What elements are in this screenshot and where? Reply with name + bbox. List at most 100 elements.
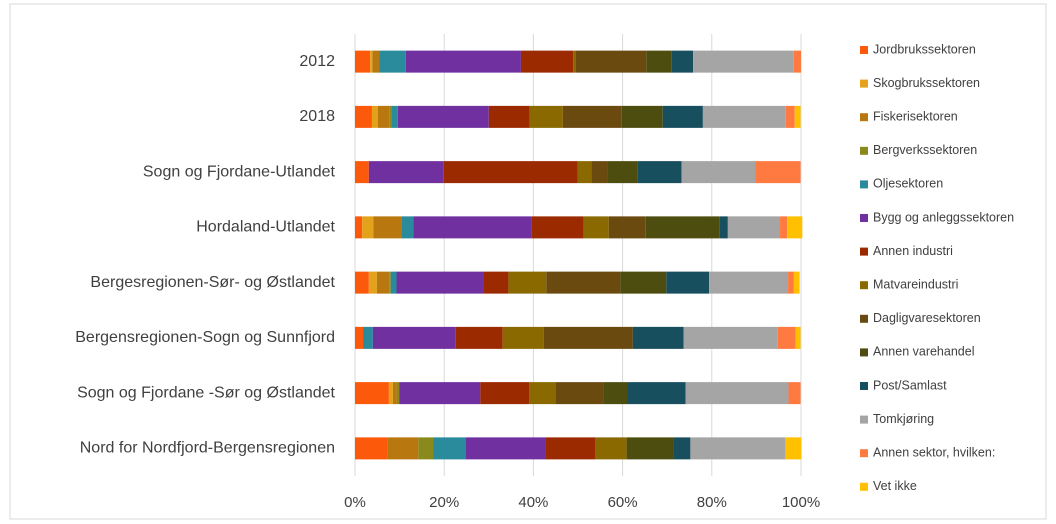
legend-label: Dagligvaresektoren [873, 311, 981, 325]
bar-segment [681, 161, 756, 184]
bar-segment [577, 161, 592, 184]
legend-label: Annen varehandel [873, 345, 974, 359]
y-tick-label: Sogn og Fjordane-Utlandet [143, 163, 336, 180]
bar-segment [389, 105, 392, 128]
bar-segment [645, 216, 720, 239]
bar-segment [575, 50, 647, 73]
legend-swatch [860, 113, 868, 122]
bar-segment [396, 271, 484, 294]
bar-segment [368, 271, 377, 294]
bar-segment [368, 161, 444, 184]
bar-segment [693, 50, 794, 73]
legend-swatch [860, 382, 868, 390]
bar-segment [788, 271, 794, 294]
bar-segment [355, 382, 389, 405]
bar-segment [787, 216, 803, 239]
y-tick-label: Nord for Nordfjord-Bergensregionen [80, 440, 335, 457]
bar-segment [666, 271, 710, 294]
bar-segment [389, 271, 391, 294]
legend-label: Annen sektor, hvilken: [873, 445, 995, 459]
legend-swatch [860, 247, 868, 256]
bar-segment [793, 271, 800, 294]
legend-swatch [860, 482, 868, 491]
bar-segment [371, 105, 378, 128]
bar-segment [465, 437, 546, 460]
bar-segment [777, 326, 796, 349]
bar-segment [555, 382, 604, 405]
legend-swatch [860, 415, 868, 424]
legend-label: Vet ikke [873, 479, 917, 493]
bar-segment [690, 437, 786, 460]
bar-segment [727, 216, 781, 239]
legend-label: Bergverkssektoren [873, 143, 977, 157]
bar-segment [573, 50, 576, 73]
legend-label: Annen industri [873, 244, 953, 258]
bar-segment [529, 382, 556, 405]
bar-segment [370, 50, 373, 73]
legend-swatch [860, 314, 868, 323]
y-tick-label: Hordaland-Utlandet [196, 219, 335, 236]
x-tick-label: 100% [782, 494, 820, 511]
bar-segment [405, 50, 521, 73]
bar-segment [392, 382, 397, 405]
x-tick-label: 40% [518, 494, 548, 511]
bar-segment [355, 437, 388, 460]
legend-swatch [860, 214, 868, 222]
bar-segment [702, 105, 786, 128]
y-tick-label: Bergensregionen-Sogn og Sunnfjord [75, 329, 335, 346]
bar-segment [785, 437, 802, 460]
bar-segment [399, 382, 481, 405]
bar-segment [502, 326, 544, 349]
bar-segment [646, 50, 672, 73]
legend-label: Fiskerisektoren [873, 109, 958, 123]
bar-segment [488, 105, 530, 128]
bar-segment [546, 271, 621, 294]
bar-segment [355, 326, 364, 349]
y-tick-label: 2018 [299, 108, 335, 125]
bar-segment [562, 105, 622, 128]
bar-segment [637, 161, 682, 184]
bar-segment [355, 161, 369, 184]
chart-frame [9, 3, 1047, 520]
bar-segment [591, 161, 608, 184]
bar-segment [529, 105, 563, 128]
legend-swatch [860, 449, 868, 458]
bar-segment [433, 437, 466, 460]
bar-segment [595, 437, 627, 460]
bar-segment [608, 216, 646, 239]
legend-swatch [860, 348, 868, 357]
bar-segment [671, 50, 694, 73]
bar-segment [355, 216, 363, 239]
x-tick-label: 80% [697, 494, 727, 511]
bar-segment [396, 382, 400, 405]
bar-segment [795, 326, 801, 349]
bar-segment [683, 326, 778, 349]
bar-segment [355, 105, 372, 128]
bar-segment [673, 437, 691, 460]
bar-segment [785, 105, 795, 128]
legend-swatch [860, 281, 868, 290]
y-tick-label: Bergesregionen-Sør- og Østlandet [90, 274, 335, 291]
x-tick-label: 20% [429, 494, 459, 511]
legend-swatch [860, 79, 868, 88]
bar-segment [620, 271, 667, 294]
legend-swatch [860, 146, 868, 155]
bar-segment [387, 437, 419, 460]
legend-swatch [860, 180, 868, 189]
bar-segment [662, 105, 703, 128]
bar-segment [391, 105, 398, 128]
bar-segment [545, 437, 596, 460]
bar-segment [788, 382, 801, 405]
legend-label: Tomkjøring [873, 412, 934, 426]
x-tick-label: 0% [344, 494, 366, 511]
legend-label: Jordbrukssektoren [873, 42, 976, 56]
bar-segment [508, 271, 547, 294]
bar-segment [373, 216, 402, 239]
bar-segment [794, 105, 801, 128]
bar-segment [455, 326, 503, 349]
bar-segment [362, 216, 374, 239]
bar-segment [632, 326, 684, 349]
y-tick-label: 2012 [299, 53, 335, 70]
legend-label: Bygg og anleggssektoren [873, 210, 1014, 224]
